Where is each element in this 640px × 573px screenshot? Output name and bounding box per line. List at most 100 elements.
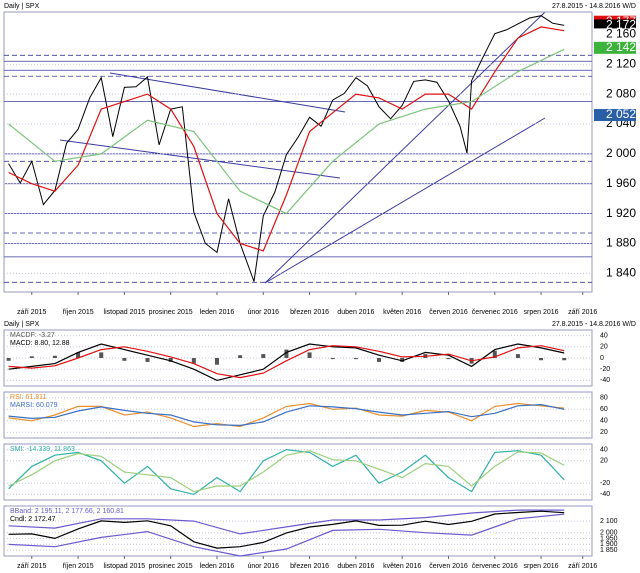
legend-entry: MARSI: 60.079: [10, 402, 58, 409]
histogram-bar: [214, 358, 219, 365]
price-marker-label: 2 160: [606, 27, 636, 41]
x-tick-label: květen 2016: [383, 309, 421, 316]
x-tick-label: leden 2016: [200, 309, 235, 316]
trend-channel: [264, 11, 546, 284]
y-tick-label: -20: [600, 366, 610, 373]
histogram-bar: [307, 352, 312, 358]
histogram-bar: [284, 349, 289, 358]
x-tick-label: září 2015: [17, 563, 46, 570]
histogram-bar: [353, 358, 358, 360]
series-line: [8, 448, 565, 496]
price-marker-label: 2 142: [606, 40, 636, 54]
y-tick-label: 2 080: [606, 86, 636, 100]
y-tick-label: 1 840: [606, 266, 636, 280]
x-tick-label: duben 2016: [337, 563, 374, 570]
x-tick-label: prosinec 2015: [149, 563, 193, 570]
legend-entry: MACD: 8.80, 12.88: [10, 340, 70, 347]
y-tick-label: 40: [600, 418, 608, 425]
x-tick-label: září 2015: [17, 309, 46, 316]
x-tick-label: leden 2016: [200, 563, 235, 570]
histogram-bar: [145, 358, 150, 362]
panel-frame: [3, 443, 593, 501]
x-tick-label: srpen 2016: [524, 309, 559, 316]
series-line: [8, 343, 565, 382]
x-tick-label: únor 2016: [248, 563, 280, 570]
x-tick-label: červen 2016: [429, 563, 468, 570]
legend-entry: SMI: -14.339, 11.863: [10, 446, 75, 453]
legend-entry: BBand: 2 195.11, 2 177.66, 2 160.81: [10, 508, 124, 515]
histogram-bar: [29, 356, 34, 358]
y-tick-label: 2 100: [600, 518, 618, 525]
legend-entry: MACDF: -3.27: [10, 332, 55, 339]
y-tick-label: 1 880: [606, 236, 636, 250]
panel-frame: [3, 391, 593, 439]
histogram-bar: [562, 358, 567, 361]
histogram-bar: [446, 358, 451, 360]
histogram-bar: [99, 352, 104, 358]
x-tick-label: srpen 2016: [524, 563, 559, 570]
x-tick-label: březen 2016: [290, 309, 329, 316]
histogram-bar: [492, 350, 497, 358]
trend-line: [109, 72, 346, 113]
x-tick-label: červenec 2016: [472, 563, 518, 570]
x-tick-label: září 2016: [568, 563, 597, 570]
panel-subtitle: 27.8.2015 - 14.8.2016 W/D: [552, 321, 636, 328]
y-tick-label: -40: [600, 491, 610, 498]
histogram-bar: [76, 352, 81, 358]
legend-entry: RSI: 61.811: [10, 394, 47, 401]
y-tick-label: 60: [600, 406, 608, 413]
histogram-bar: [377, 358, 382, 362]
panel-frame: [3, 505, 593, 557]
histogram-bar: [52, 355, 57, 358]
x-tick-label: duben 2016: [337, 309, 374, 316]
histogram-bar: [238, 355, 243, 358]
y-tick-label: 1 900: [600, 541, 618, 548]
x-tick-label: březen 2016: [290, 563, 329, 570]
panel-frame: [3, 11, 593, 293]
y-tick-label: 1 950: [600, 535, 618, 542]
x-tick-label: listopad 2015: [104, 563, 146, 570]
x-tick-label: říjen 2015: [63, 563, 94, 570]
y-tick-label: 40: [600, 446, 608, 453]
y-tick-label: 40: [600, 332, 608, 339]
series-line: [8, 345, 565, 379]
price-marker: [594, 109, 636, 122]
price-marker-label: 2 052: [606, 107, 636, 121]
series-line: [8, 509, 565, 535]
y-tick-label: -40: [600, 377, 610, 384]
histogram-bar: [6, 358, 11, 361]
price-marker-label: 2 172: [606, 18, 636, 32]
x-tick-label: únor 2016: [248, 309, 280, 316]
series-line: [8, 15, 565, 282]
panel-subtitle: 27.8.2015 - 14.8.2016 W/D: [552, 3, 636, 10]
y-tick-label: 20: [600, 429, 608, 436]
histogram-bar: [261, 354, 266, 358]
y-tick-label: 1 920: [606, 206, 636, 220]
y-tick-label: 2 120: [606, 56, 636, 70]
y-tick-label: 20: [600, 458, 608, 465]
x-tick-label: červenec 2016: [472, 309, 518, 316]
trend-line: [59, 139, 341, 179]
x-tick-label: listopad 2015: [104, 309, 146, 316]
legend-entry: Cndl: 2 172.47: [10, 516, 56, 523]
y-tick-label: 20: [600, 344, 608, 351]
series-line: [8, 403, 565, 427]
x-tick-label: říjen 2015: [63, 309, 94, 316]
price-marker: [594, 28, 636, 41]
histogram-bar: [400, 358, 405, 362]
y-tick-label: 80: [600, 395, 608, 402]
series-line: [8, 513, 565, 557]
x-tick-label: červen 2016: [429, 309, 468, 316]
panel-title: Daily | SPX: [4, 321, 40, 328]
y-tick-label: 1 960: [606, 176, 636, 190]
trend-channel: [264, 117, 546, 284]
y-tick-label: 2 000: [606, 146, 636, 160]
histogram-bar: [330, 358, 335, 360]
series-line: [8, 26, 565, 252]
histogram-bar: [539, 358, 544, 361]
histogram-bar: [191, 358, 196, 364]
price-marker: [594, 41, 636, 54]
y-tick-label: 2 000: [600, 530, 618, 537]
